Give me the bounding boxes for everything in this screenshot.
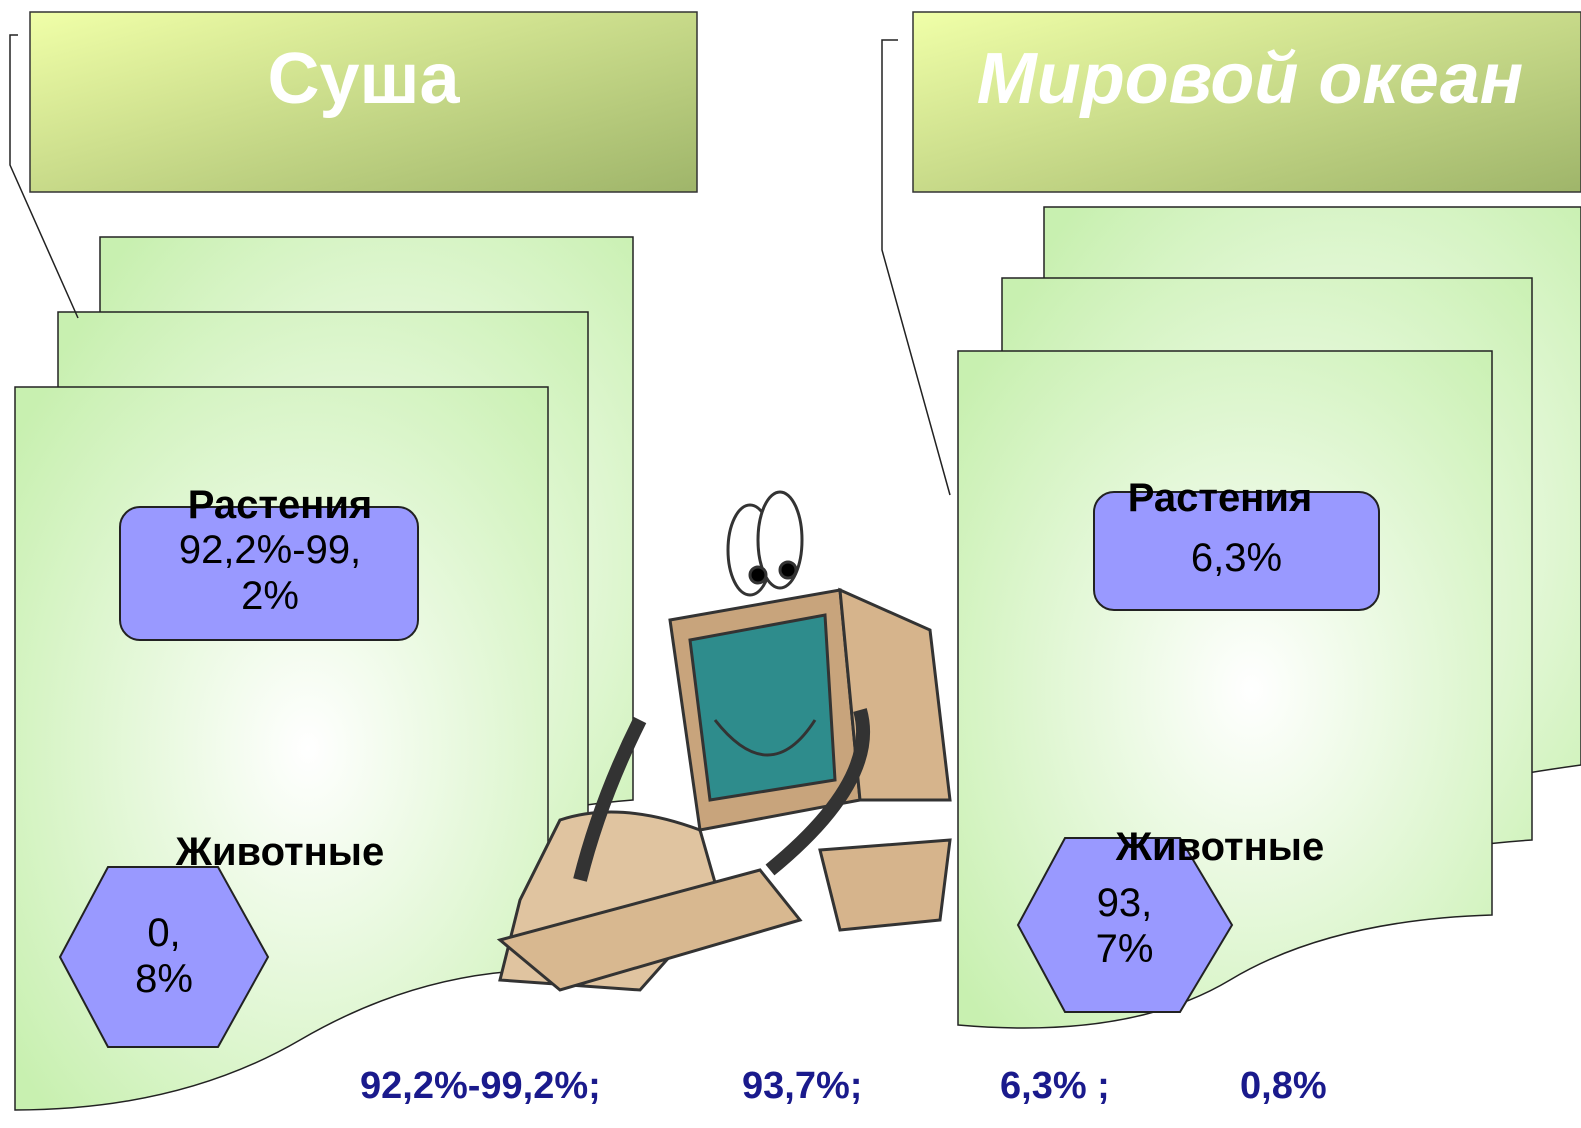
header-title: Суша: [30, 40, 697, 118]
answer: 0,8%: [1240, 1065, 1327, 1108]
category-label: Животные: [100, 830, 460, 875]
category-label: Животные: [1040, 825, 1400, 870]
share-value: 93,7%: [1077, 880, 1172, 972]
answer: 92,2%-99,2%;: [360, 1065, 601, 1108]
header-title: Мировой океан: [960, 40, 1540, 192]
category-label: Растения: [100, 483, 460, 528]
category-label: Растения: [1040, 476, 1400, 521]
share-value: 6,3%: [1094, 535, 1379, 581]
answer: 93,7%;: [742, 1065, 862, 1108]
slide: Суша Мировой океан Растения Растения 92,…: [0, 0, 1581, 1128]
share-value: 92,2%-99,2%: [155, 527, 385, 619]
answer: 6,3% ;: [1000, 1065, 1110, 1108]
share-value: 0,8%: [129, 910, 199, 1002]
